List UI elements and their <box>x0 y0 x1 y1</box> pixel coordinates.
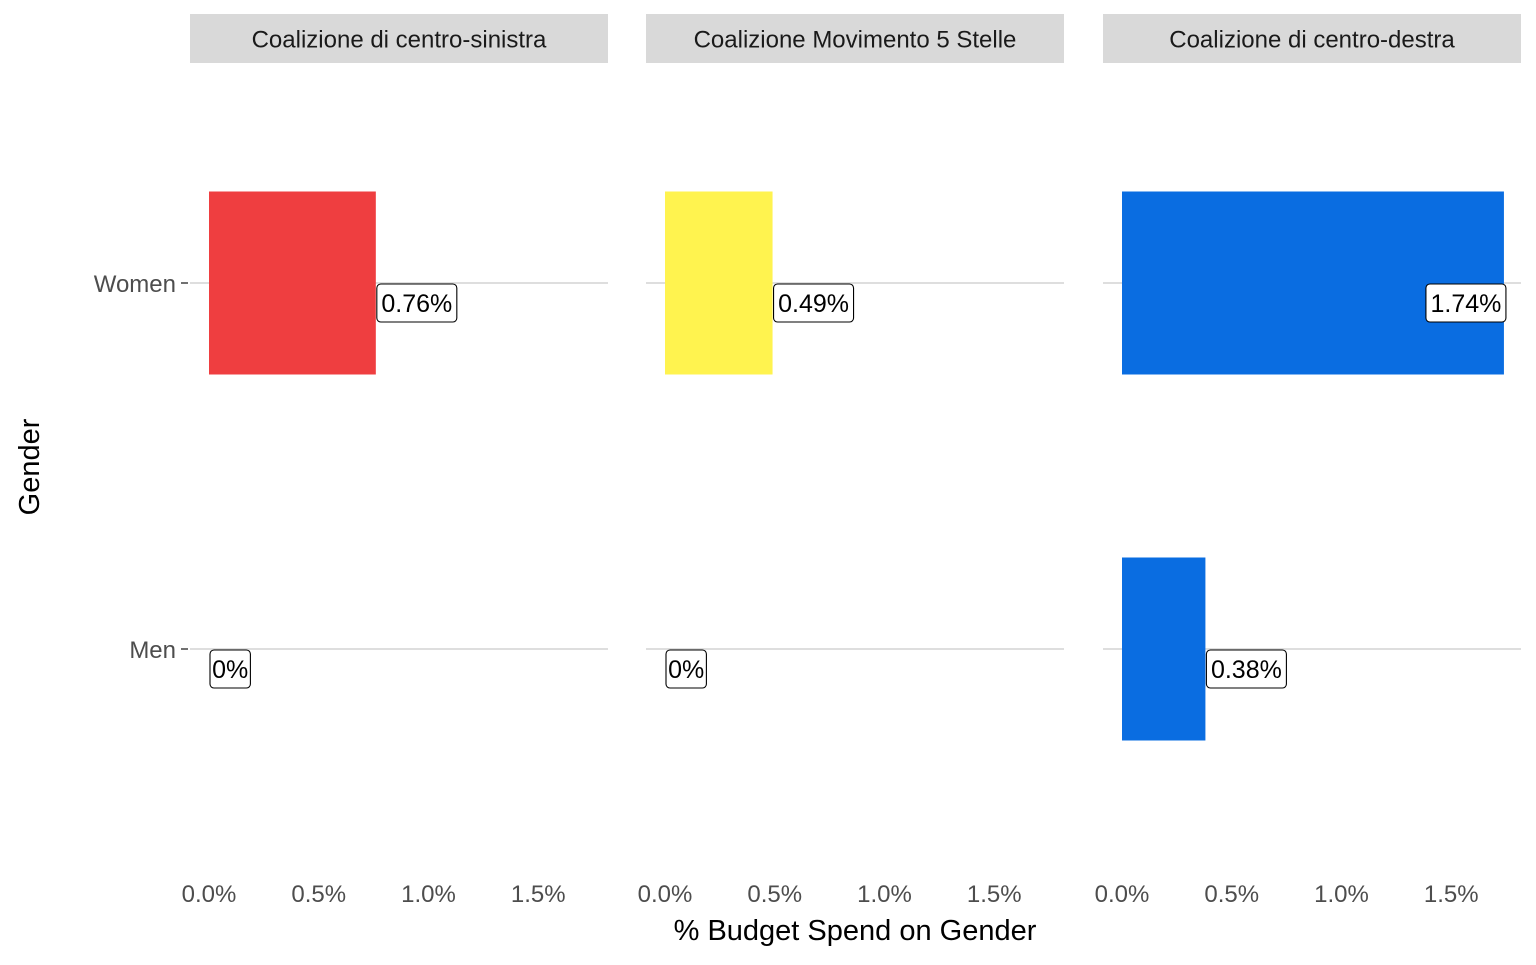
data-label-box <box>665 649 707 689</box>
data-label-text: 0% <box>212 656 248 684</box>
facet-strip <box>646 14 1064 63</box>
data-label-box <box>773 283 855 323</box>
y-axis-title: Gender <box>14 418 46 515</box>
x-tick-label: 0.5% <box>747 881 802 908</box>
x-tick-label: 1.5% <box>967 881 1022 908</box>
data-label: 0% <box>665 649 707 689</box>
y-axis: Women Men <box>94 271 188 664</box>
data-label-text: 0.38% <box>1211 656 1282 684</box>
bar <box>209 191 376 375</box>
data-label-text: 0.49% <box>778 290 849 318</box>
facet-strip <box>190 14 608 63</box>
x-tick-label: 0.0% <box>638 881 693 908</box>
facet-strip-label: Coalizione Movimento 5 Stelle <box>694 27 1017 54</box>
bar <box>665 191 773 375</box>
x-tick-label: 1.0% <box>857 881 912 908</box>
x-tick-label: 1.0% <box>1314 881 1369 908</box>
bar <box>1122 191 1504 375</box>
facet-panel: Coalizione di centro-destra 1.74% 0.38% 0.0… <box>1095 14 1521 908</box>
data-label-text: 1.74% <box>1430 290 1501 318</box>
y-tick-label: Women <box>94 271 176 298</box>
data-label: 0.76% <box>376 283 458 323</box>
x-tick-label: 0.0% <box>182 881 237 908</box>
data-label: 0% <box>209 649 251 689</box>
facet-panel: Coalizione Movimento 5 Stelle 0.49% 0% 0.0%… <box>638 14 1064 908</box>
x-tick-label: 1.5% <box>1424 881 1479 908</box>
x-tick-label: 0.5% <box>1204 881 1259 908</box>
data-label: 0.38% <box>1205 649 1287 689</box>
x-axis-title: % Budget Spend on Gender <box>674 915 1037 947</box>
facet-panel: Coalizione di centro-sinistra 0.76% 0% 0.0%… <box>182 14 608 908</box>
bar <box>1122 557 1206 741</box>
facet-strip-label: Coalizione di centro-sinistra <box>252 27 547 54</box>
facet-strip <box>1103 14 1521 63</box>
data-label: 1.74% <box>1425 283 1507 323</box>
facet-strip-label: Coalizione di centro-destra <box>1169 27 1455 54</box>
data-label-text: 0.76% <box>381 290 452 318</box>
data-label-box <box>1425 283 1507 323</box>
x-tick-label: 0.0% <box>1095 881 1150 908</box>
y-tick-label: Men <box>129 637 176 664</box>
data-label-text: 0% <box>668 656 704 684</box>
data-label-box <box>376 283 458 323</box>
x-tick-label: 0.5% <box>291 881 346 908</box>
x-tick-label: 1.5% <box>511 881 566 908</box>
data-label: 0.49% <box>773 283 855 323</box>
panels-layer: Coalizione di centro-sinistra 0.76% 0% 0.0%… <box>182 14 1521 908</box>
data-label-box <box>1205 649 1287 689</box>
x-tick-label: 1.0% <box>401 881 456 908</box>
data-label-box <box>209 649 251 689</box>
